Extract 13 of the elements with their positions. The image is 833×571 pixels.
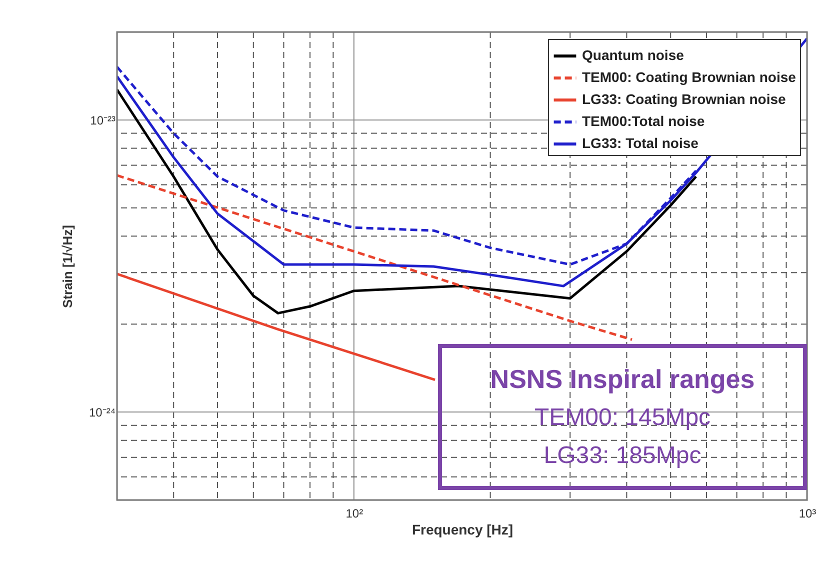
legend-label: LG33: Total noise — [582, 135, 699, 151]
legend-label: Quantum noise — [582, 47, 684, 63]
y-tick-label: 10⁻²³ — [90, 113, 116, 128]
legend-label: TEM00:Total noise — [582, 113, 705, 129]
annotation: NSNS Inspiral ranges — [490, 364, 755, 394]
y-axis-title: Strain [1/√Hz] — [60, 225, 75, 308]
legend-label: LG33: Coating Brownian noise — [582, 91, 786, 107]
annotation: TEM00: 145Mpc — [534, 404, 711, 431]
x-tick-label: 10³ — [798, 506, 816, 520]
y-tick-label: 10⁻²⁴ — [89, 406, 116, 420]
x-tick-label: 10² — [346, 506, 364, 520]
x-axis-title: Frequency [Hz] — [412, 522, 514, 538]
legend-label: TEM00: Coating Brownian noise — [582, 69, 796, 85]
